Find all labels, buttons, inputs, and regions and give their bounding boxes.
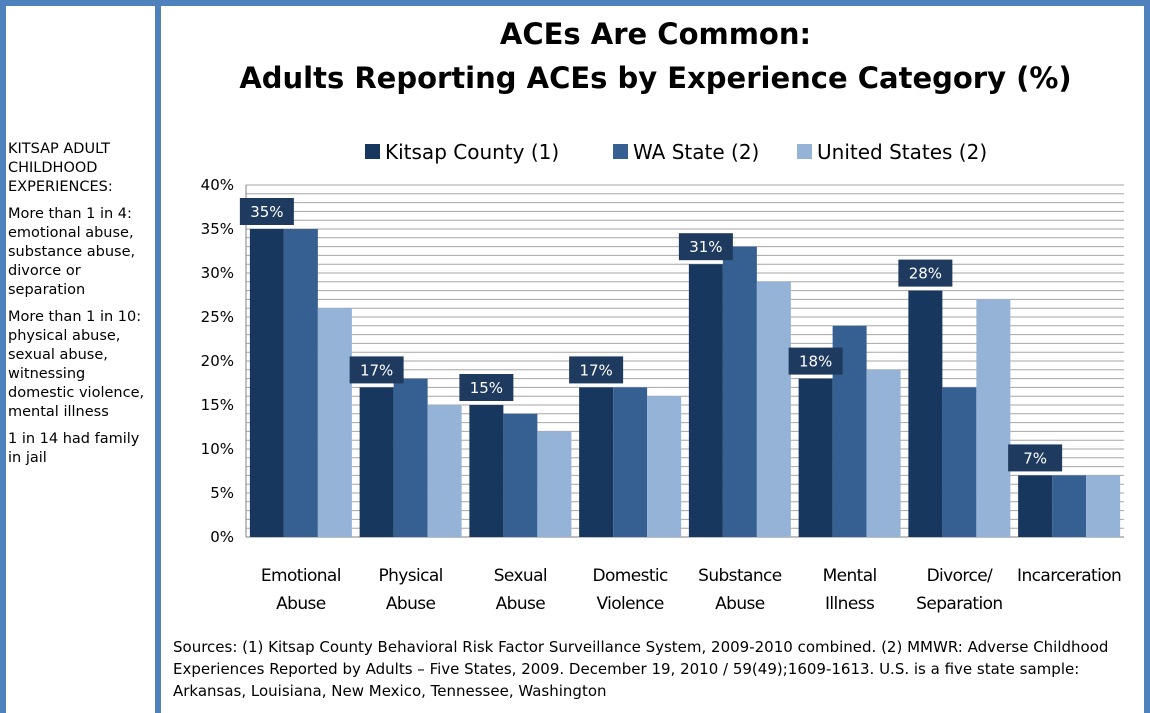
sidebar-para-2: More than 1 in 10: physical abuse, sexua… [8,309,145,420]
bar [798,378,833,537]
bar [1086,475,1121,537]
data-label: 17% [360,361,393,379]
data-label: 31% [689,238,722,256]
data-label-box [1008,444,1063,472]
chart-title-block: ACEs Are Common: Adults Reporting ACEs b… [161,12,1150,100]
bar [469,405,504,537]
bar [427,405,462,537]
bar [317,308,352,537]
y-tick-label: 40% [201,176,234,194]
x-tick-label: Abuse [496,594,546,614]
bars [249,229,1121,537]
data-label-box [349,356,404,384]
data-label: 28% [909,265,942,283]
legend: Kitsap County (1) WA State (2) United Stat… [365,140,987,164]
y-tick-label: 5% [210,484,234,502]
column-divider [155,0,161,713]
data-label-box [678,233,733,261]
bar [942,387,977,537]
data-label: 35% [250,203,283,221]
data-label: 17% [579,361,612,379]
bar [613,387,648,537]
bar [537,431,572,537]
legend-label: WA State (2) [633,140,759,164]
x-tick-label: Mental [823,566,877,586]
data-label-box [898,259,953,287]
x-tick-label: Emotional [261,566,341,586]
legend-label: United States (2) [817,140,987,164]
bar [647,396,682,537]
data-label: 18% [799,353,832,371]
chart-title: ACEs Are Common: [499,17,812,51]
x-tick-label: Abuse [715,594,765,614]
sources-note: Sources: (1) Kitsap County Behavioral Ri… [173,638,1109,700]
sidebar-heading: KITSAP ADULT CHILDHOOD EXPERIENCES: [8,141,113,195]
x-tick-label: Abuse [276,594,326,614]
x-tick-label: Illness [825,594,875,614]
data-label-box [239,198,294,225]
y-tick-label: 15% [201,396,234,414]
legend-swatch [797,144,812,159]
bar [1052,475,1087,537]
bar [756,281,791,537]
y-tick-label: 30% [201,264,234,282]
bar [866,369,901,537]
data-label-box [459,374,514,401]
bar [393,378,428,537]
x-tick-label: Separation [916,594,1002,614]
bar [688,264,723,537]
sidebar-para-3: 1 in 14 had family in jail [8,431,140,466]
x-tick-label: Divorce/ [927,566,993,586]
y-tick-label: 10% [201,440,234,458]
bar [722,246,757,537]
bar [908,290,943,537]
legend-swatch [613,144,628,159]
data-label-box [788,347,843,375]
bar [249,229,284,537]
bar [503,413,538,537]
bar [579,387,614,537]
x-tick-label: Abuse [386,594,436,614]
sidebar-para-1: More than 1 in 4: emotional abuse, subst… [8,206,136,298]
bar [976,299,1011,537]
y-tick-label: 25% [201,308,234,326]
x-tick-label: Physical [378,566,442,586]
bar [1018,475,1053,537]
x-tick-label: Substance [698,566,782,586]
x-tick-label: Sexual [494,566,547,586]
y-tick-label: 20% [201,352,234,370]
y-tick-label: 0% [210,528,234,546]
chart-subtitle: Adults Reporting ACEs by Experience Cate… [239,61,1072,95]
x-tick-label: Domestic [592,566,668,586]
x-tick-label: Violence [596,594,663,614]
x-tick-label: Incarceration [1017,566,1121,586]
bar [283,229,318,537]
data-label-box [569,356,624,384]
data-label: 15% [470,379,503,397]
axes: 0% 5% 10% 15% 20% 25% 30% 35% 40% Emotional Abuse P… [201,176,1124,614]
legend-swatch [365,144,380,159]
data-label: 7% [1023,449,1047,467]
data-labels: 35% 17% 15% 17% 31% 18% 28% 7% [239,198,1063,472]
y-tick-label: 35% [201,220,234,238]
legend-label: Kitsap County (1) [385,140,559,164]
sidebar: KITSAP ADULT CHILDHOOD EXPERIENCES: More… [8,140,152,476]
bar [359,387,394,537]
